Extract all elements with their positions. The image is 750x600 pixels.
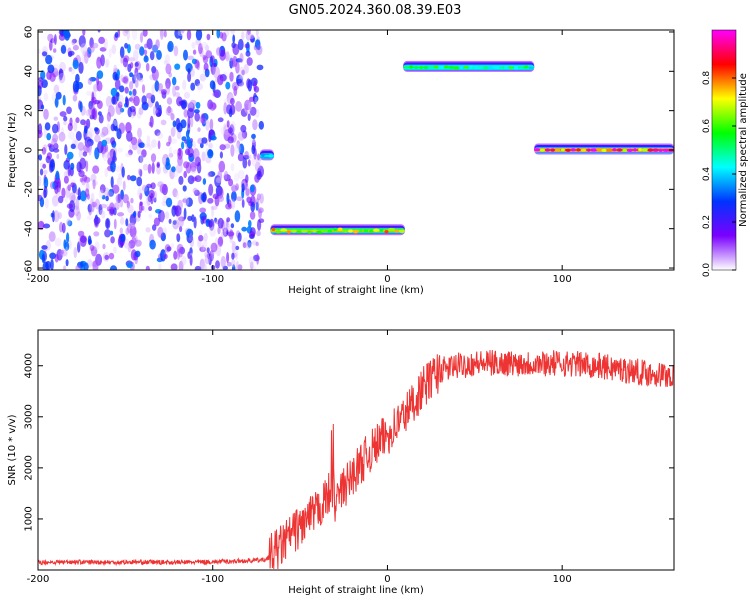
colorbar-tick-label: 0.2: [702, 215, 712, 229]
spectrogram-y-tick-label: 0: [24, 147, 35, 153]
snr-y-tick-label: 4000: [24, 353, 35, 378]
snr-y-tick-label: 1000: [24, 506, 35, 531]
colorbar: 0.0 0.2 0.4 0.6 0.8 Normalized spectral ampl…: [702, 29, 749, 278]
spectrogram-y-tick-label: -20: [24, 181, 35, 197]
spectrogram-y-tick-label: 20: [24, 104, 35, 117]
snr-y-axis-label: SNR (10 * v/v): [7, 414, 18, 485]
snr-series-line: [38, 350, 674, 570]
spectrogram-y-tick-label: -40: [24, 221, 35, 237]
snr-x-tick-label: 100: [553, 574, 572, 585]
colorbar-label: Normalized spectral amplitude: [738, 73, 749, 227]
snr-x-tick-label: -200: [27, 574, 50, 585]
figure-title: GN05.2024.360.08.39.E03: [289, 3, 462, 18]
snr-y-tick-label: 3000: [24, 404, 35, 429]
snr-y-tick-label: 2000: [24, 455, 35, 480]
spectrogram-y-axis-label: Frequency (Hz): [7, 112, 18, 188]
spectrogram-x-tick-label: 0: [384, 274, 390, 285]
spectrogram-x-axis-label: Height of straight line (km): [288, 285, 424, 296]
colorbar-tick-label: 0.4: [702, 167, 712, 182]
spectrogram-segment: [270, 224, 405, 236]
colorbar-tick-label: 0.0: [702, 263, 712, 278]
spectrogram-x-tick-label: -100: [201, 274, 224, 285]
snr-x-tick-label: 0: [384, 574, 390, 585]
colorbar-tick-label: 0.8: [702, 71, 712, 86]
spectrogram-x-tick-label: -200: [27, 274, 50, 285]
spectrogram-x-tick-label: 100: [553, 274, 572, 285]
spectrogram-y-tick-label: 40: [24, 65, 35, 78]
spectrogram-segment: [403, 60, 535, 72]
spectrogram-y-tick-label: -60: [24, 260, 35, 276]
spectrogram-y-tick-label: 60: [24, 26, 35, 39]
spectrogram-noise-region: [38, 30, 265, 270]
colorbar-scale: [711, 29, 737, 271]
spectrogram-segment: [259, 149, 274, 161]
snr-x-tick-label: -100: [201, 574, 224, 585]
snr-x-axis-label: Height of straight line (km): [288, 585, 424, 596]
spectrogram-segment: [534, 143, 674, 155]
snr-frame: [37, 329, 675, 571]
snr-panel: -200 -100 0 100 1000 2000 3000 4000 Height of s…: [7, 329, 675, 596]
colorbar-tick-label: 0.6: [702, 119, 712, 134]
